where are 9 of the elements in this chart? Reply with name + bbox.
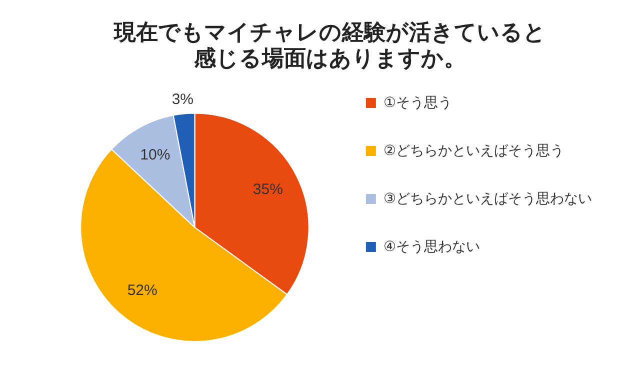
data-label: 3% [172,91,194,108]
legend-label: ①そう思う [383,94,452,110]
data-label: 52% [127,282,158,299]
legend-label: ③どちらかといえばそう思わない [383,190,592,206]
data-label: 35% [252,181,283,198]
legend-label: ④そう思わない [383,238,480,254]
data-label: 10% [140,146,170,164]
legend-label: ②どちらかといえばそう思う [383,142,564,158]
chart-title: 現在でもマイチャレの経験が活きていると感じる場面はありますか。 [113,19,546,71]
